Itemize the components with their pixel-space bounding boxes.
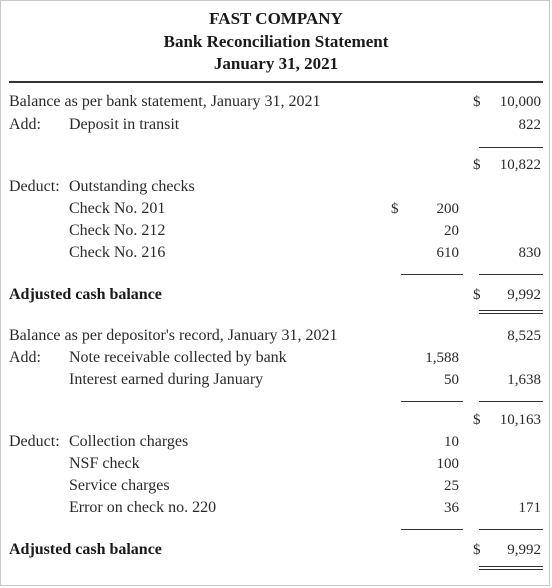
- bank-balance-value: 10,000: [499, 94, 541, 110]
- checks-total-rule: [479, 274, 543, 275]
- book-balance-value: 8,525: [507, 328, 541, 344]
- nsf-check-value: 100: [436, 456, 460, 472]
- bank-adjusted-currency: $: [473, 287, 481, 303]
- statement-title: Bank Reconciliation Statement: [163, 32, 389, 51]
- check-201-value: 200: [436, 201, 460, 217]
- interest-earned-label: Interest earned during January: [69, 371, 264, 388]
- error-on-check-label: Error on check no. 220: [69, 499, 217, 516]
- deductions-total-value: 171: [518, 500, 542, 516]
- service-charges-value: 25: [444, 478, 459, 494]
- check-212-value: 20: [444, 223, 459, 239]
- book-adjusted-value: 9,992: [507, 542, 541, 558]
- bank-adjusted-value: 9,992: [507, 287, 541, 303]
- nsf-check-label: NSF check: [69, 455, 140, 472]
- checks-currency: $: [391, 201, 399, 217]
- bank-add-label: Add:: [9, 116, 41, 133]
- bank-balance-date: January 31, 2021: [210, 93, 321, 110]
- bank-balance-text: Balance as per bank statement,: [9, 93, 207, 110]
- service-charges-label: Service charges: [69, 477, 170, 494]
- additions-rule: [401, 401, 463, 402]
- bank-balance-currency: $: [473, 94, 481, 110]
- additions-total-value: 1,638: [507, 372, 541, 388]
- deposit-in-transit-label: Deposit in transit: [69, 116, 180, 133]
- book-adjusted-double-rule: [479, 566, 543, 570]
- book-balance-text: Balance as per depositor's record,: [9, 327, 224, 344]
- bank-balance-label: Balance as per bank statement, January 3…: [9, 93, 320, 111]
- header-divider: [9, 81, 543, 83]
- book-add-label: Add:: [9, 349, 41, 366]
- book-subtotal-currency: $: [473, 412, 481, 428]
- check-212-label: Check No. 212: [69, 222, 166, 239]
- collection-charges-value: 10: [444, 434, 459, 450]
- checks-rule: [401, 274, 463, 275]
- book-adjusted-label: Adjusted cash balance: [9, 541, 162, 558]
- statement-date: January 31, 2021: [213, 54, 339, 73]
- note-receivable-value: 1,588: [425, 350, 459, 366]
- bank-adjusted-label: Adjusted cash balance: [9, 286, 162, 303]
- check-216-value: 610: [436, 245, 460, 261]
- bank-subtotal-rule: [479, 147, 543, 148]
- company-name: FAST COMPANY: [209, 9, 343, 28]
- checks-total-value: 830: [518, 245, 542, 261]
- book-balance-label: Balance as per depositor's record, Janua…: [9, 327, 338, 345]
- error-on-check-value: 36: [444, 500, 459, 516]
- book-subtotal-value: 10,163: [499, 412, 541, 428]
- note-receivable-label: Note receivable collected by bank: [69, 349, 287, 366]
- interest-earned-value: 50: [444, 372, 459, 388]
- check-216-label: Check No. 216: [69, 244, 166, 261]
- deductions-total-rule: [479, 529, 543, 530]
- deposit-in-transit-value: 822: [518, 117, 542, 133]
- bank-subtotal-value: 10,822: [499, 157, 541, 173]
- book-deduct-label: Deduct:: [9, 433, 60, 450]
- bank-subtotal-currency: $: [473, 157, 481, 173]
- book-adjusted-currency: $: [473, 542, 481, 558]
- collection-charges-label: Collection charges: [69, 433, 189, 450]
- bank-deduct-label: Deduct:: [9, 178, 60, 195]
- bank-adjusted-double-rule: [479, 310, 543, 314]
- book-balance-date: January 31, 2021: [227, 327, 338, 344]
- additions-total-rule: [479, 401, 543, 402]
- deductions-rule: [401, 529, 463, 530]
- check-201-label: Check No. 201: [69, 200, 166, 217]
- outstanding-checks-label: Outstanding checks: [69, 178, 195, 195]
